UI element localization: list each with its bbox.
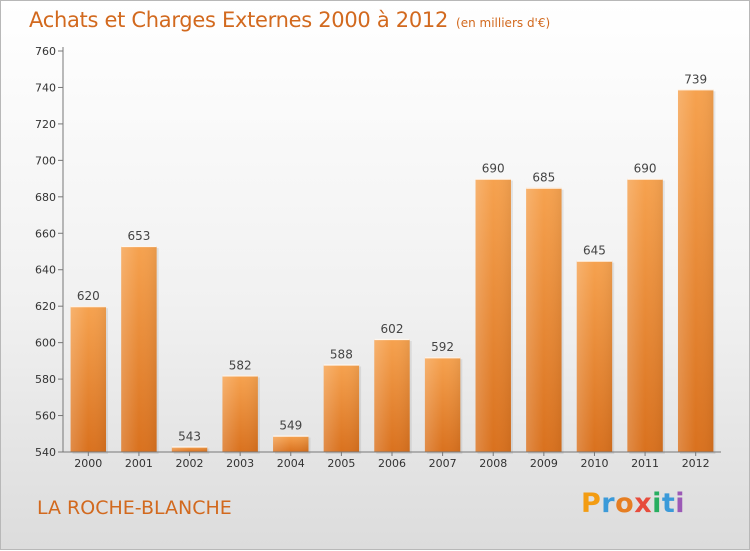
logo-letter: t <box>661 488 676 519</box>
data-label: 549 <box>279 419 302 433</box>
x-tick-label: 2005 <box>327 457 355 470</box>
data-label: 739 <box>684 72 707 86</box>
bar-shine <box>323 364 360 452</box>
logo-letter: x <box>634 488 653 519</box>
bar-shine <box>576 260 613 452</box>
x-tick-label: 2004 <box>277 457 305 470</box>
bar-shine <box>627 178 663 452</box>
chart-title: Achats et Charges Externes 2000 à 2012 (e… <box>29 8 550 32</box>
x-tick-label: 2011 <box>631 457 659 470</box>
axes-group: 2000 2001 2002 2003 2004 2005 2006 2007 2008 2009… <box>35 45 721 470</box>
x-tick-label: 2007 <box>429 457 457 470</box>
logo-letter: i <box>675 488 686 519</box>
chart-title-text: Achats et Charges Externes 2000 à 2012 <box>29 8 449 32</box>
location-label: LA ROCHE-BLANCHE <box>37 497 232 519</box>
bar-shine <box>475 178 511 452</box>
y-tick-label: 600 <box>35 337 56 350</box>
logo-letter: r <box>601 488 616 519</box>
data-label: 690 <box>482 162 505 176</box>
logo-letter: P <box>581 488 602 519</box>
data-label: 588 <box>330 348 353 362</box>
x-tick-label: 2008 <box>479 457 507 470</box>
data-label: 543 <box>178 430 201 444</box>
y-tick-label: 660 <box>35 227 56 240</box>
bar-shine <box>222 375 258 452</box>
bar-shine <box>526 187 562 453</box>
x-tick-label: 2006 <box>378 457 406 470</box>
y-tick-label: 580 <box>35 373 56 386</box>
y-tick-label: 620 <box>35 300 56 313</box>
bar-shine <box>70 306 107 452</box>
bar-shine <box>273 435 309 452</box>
x-tick-label: 2012 <box>682 457 710 470</box>
data-label: 653 <box>127 229 150 243</box>
chart-subtitle: (en milliers d'€) <box>456 16 551 30</box>
bars-group: 620 653 543 582 549 588 602 592 690 685 645 690 739 <box>70 72 716 455</box>
y-tick-label: 540 <box>35 446 56 459</box>
data-label: 602 <box>381 322 404 336</box>
y-tick-label: 720 <box>35 118 56 131</box>
bar-shine <box>374 338 410 452</box>
bar-shine <box>424 357 461 452</box>
y-tick-label: 760 <box>35 45 56 58</box>
x-tick-label: 2001 <box>125 457 153 470</box>
y-tick-label: 560 <box>35 410 56 423</box>
bar-shine <box>677 89 714 452</box>
x-tick-label: 2002 <box>176 457 204 470</box>
data-label: 582 <box>229 358 252 372</box>
bar-shine <box>171 446 208 452</box>
y-tick-label: 740 <box>35 81 56 94</box>
x-tick-label: 2009 <box>530 457 558 470</box>
y-tick-label: 680 <box>35 191 56 204</box>
data-label: 620 <box>77 289 100 303</box>
bar-shine <box>121 246 157 452</box>
y-tick-label: 700 <box>35 154 56 167</box>
logo-letter: o <box>615 488 635 519</box>
x-tick-label: 2010 <box>580 457 608 470</box>
data-label: 690 <box>634 162 657 176</box>
data-label: 645 <box>583 244 606 258</box>
data-label: 592 <box>431 340 454 354</box>
y-tick-label: 640 <box>35 264 56 277</box>
logo-letter: i <box>652 488 662 519</box>
x-tick-label: 2000 <box>74 457 102 470</box>
x-tick-label: 2003 <box>226 457 254 470</box>
data-label: 685 <box>532 171 555 185</box>
proxiti-logo: Proxiti <box>581 488 685 519</box>
